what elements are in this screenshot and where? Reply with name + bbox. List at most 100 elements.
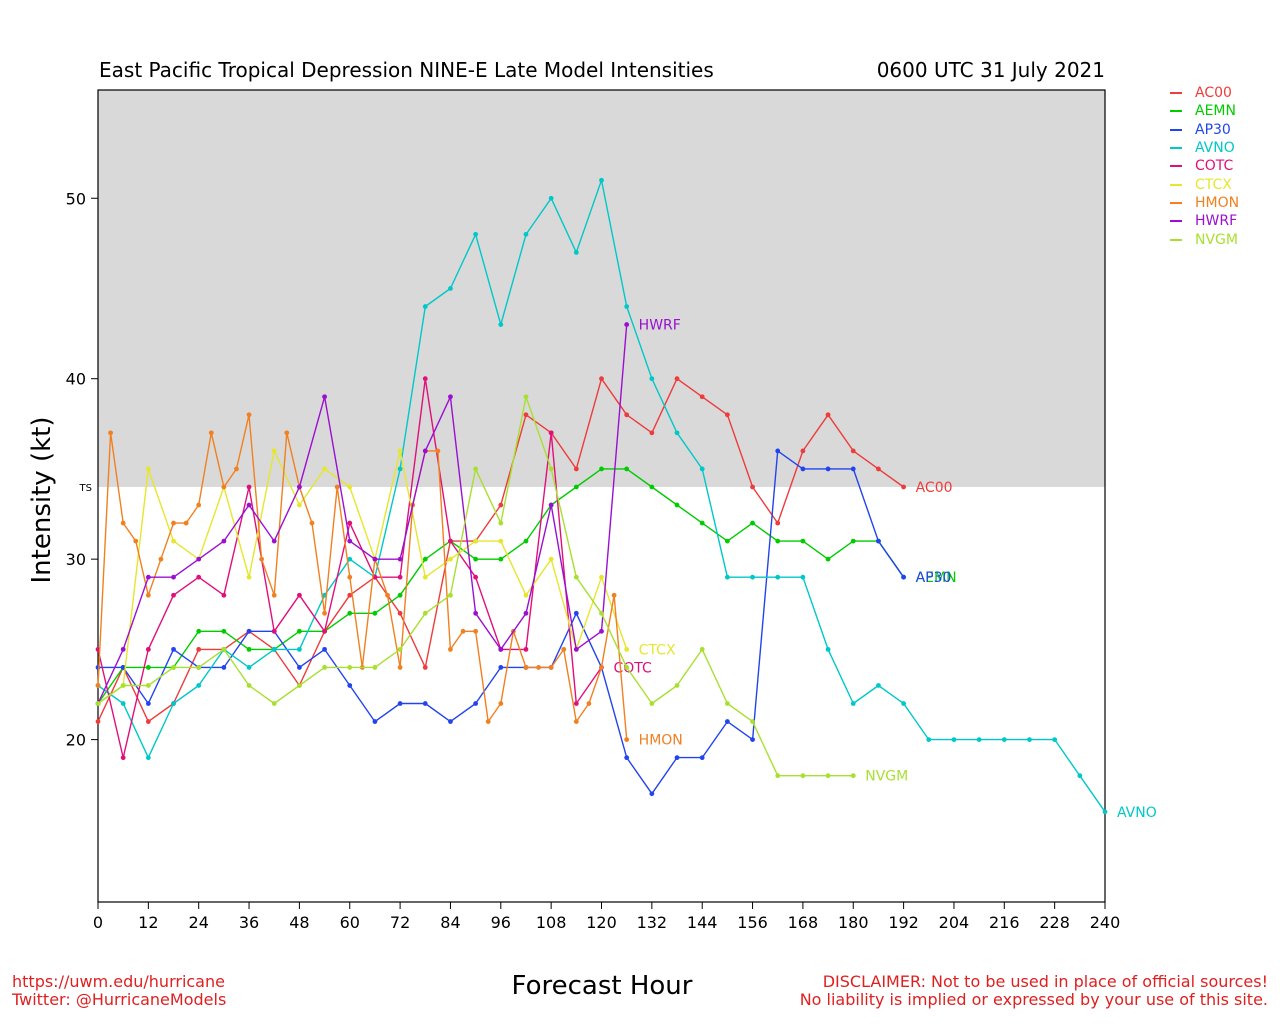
data-point-avno xyxy=(926,737,932,742)
data-point-nvgm xyxy=(674,683,680,688)
data-point-aemn xyxy=(649,484,655,490)
data-point-hmon xyxy=(523,665,529,670)
data-point-hwrf xyxy=(246,502,252,508)
data-point-ctcx xyxy=(548,556,554,562)
data-point-avno xyxy=(297,646,302,652)
x-tick-label-180: 180 xyxy=(838,913,869,932)
data-point-nvgm xyxy=(599,610,604,616)
data-point-nvgm xyxy=(171,665,176,670)
data-point-nvgm xyxy=(498,520,504,526)
data-point-nvgm xyxy=(775,773,781,779)
data-point-hwrf xyxy=(523,610,529,616)
data-point-ac00 xyxy=(422,665,428,670)
data-point-ac00 xyxy=(699,394,705,400)
x-tick-label-228: 228 xyxy=(1039,913,1070,932)
chart-datetime: 0600 UTC 31 July 2021 xyxy=(876,58,1105,82)
series-end-label-hwrf: HWRF xyxy=(639,318,681,334)
data-point-hwrf xyxy=(372,556,378,562)
data-point-hmon xyxy=(271,592,277,598)
data-point-aemn xyxy=(523,538,529,544)
series-end-label-ctcx: CTCX xyxy=(639,642,676,658)
data-point-cotc xyxy=(523,646,529,652)
data-point-hmon xyxy=(435,448,441,454)
data-point-avno xyxy=(750,574,755,580)
x-tick-label-168: 168 xyxy=(788,913,819,932)
data-point-ac00 xyxy=(624,412,630,418)
data-point-ap30 xyxy=(120,665,126,670)
data-point-avno xyxy=(145,755,151,761)
x-tick-label-0: 0 xyxy=(93,913,103,932)
legend-swatch xyxy=(1170,128,1182,131)
data-point-nvgm xyxy=(397,646,403,652)
data-point-nvgm xyxy=(649,701,655,706)
data-point-ac00 xyxy=(750,484,755,490)
data-point-hmon xyxy=(599,665,604,670)
legend-label: NVGM xyxy=(1195,231,1238,248)
data-point-ac00 xyxy=(674,376,680,382)
data-point-hwrf xyxy=(448,394,453,400)
data-point-ap30 xyxy=(901,574,906,580)
x-tick-label-120: 120 xyxy=(586,913,617,932)
data-point-ap30 xyxy=(397,701,403,706)
legend-label: AVNO xyxy=(1195,140,1235,157)
data-point-hmon xyxy=(284,430,290,436)
data-point-avno xyxy=(1001,737,1007,742)
data-point-ctcx xyxy=(422,574,428,580)
legend-item-ctcx: CTCX xyxy=(1170,175,1239,193)
data-point-hmon xyxy=(573,719,579,724)
data-point-avno xyxy=(649,376,655,382)
credit-twitter[interactable]: Twitter: @HurricaneModels xyxy=(12,990,227,1009)
data-point-ap30 xyxy=(347,683,353,688)
data-point-ctcx xyxy=(599,574,604,580)
data-point-hwrf xyxy=(548,502,554,508)
x-tick-label-48: 48 xyxy=(289,913,309,932)
data-point-hmon xyxy=(322,610,327,616)
data-point-ac00 xyxy=(850,448,856,454)
x-tick-label-204: 204 xyxy=(939,913,970,932)
data-point-avno xyxy=(1052,737,1058,742)
data-point-aemn xyxy=(573,484,579,490)
data-point-hwrf xyxy=(573,646,579,652)
data-point-hwrf xyxy=(473,610,479,616)
data-point-nvgm xyxy=(221,646,227,652)
data-point-ctcx xyxy=(523,592,529,598)
data-point-nvgm xyxy=(95,701,101,706)
series-end-label-ac00: AC00 xyxy=(916,480,953,496)
data-point-cotc xyxy=(196,574,202,580)
data-point-nvgm xyxy=(196,665,202,670)
data-point-hmon xyxy=(536,665,541,670)
data-point-ap30 xyxy=(448,719,453,724)
data-point-nvgm xyxy=(724,701,730,706)
data-point-hmon xyxy=(334,484,340,490)
data-point-nvgm xyxy=(548,466,554,472)
legend-swatch xyxy=(1170,147,1182,150)
legend-item-avno: AVNO xyxy=(1170,139,1239,157)
chart-legend: AC00 AEMN AP30 AVNO COTC CTCX HMON HWRF NVGM xyxy=(1170,84,1239,249)
data-point-avno xyxy=(271,646,277,652)
data-point-nvgm xyxy=(448,592,453,598)
legend-swatch xyxy=(1170,238,1182,241)
data-point-aemn xyxy=(145,665,151,670)
data-point-ap30 xyxy=(775,448,781,454)
x-tick-label-132: 132 xyxy=(637,913,668,932)
data-point-hmon xyxy=(561,646,567,652)
data-point-nvgm xyxy=(825,773,831,779)
legend-item-ac00: AC00 xyxy=(1170,84,1239,102)
data-point-ap30 xyxy=(674,755,680,761)
data-point-ctcx xyxy=(498,538,504,544)
legend-swatch xyxy=(1170,220,1182,223)
legend-label: AEMN xyxy=(1195,103,1236,120)
data-point-aemn xyxy=(196,628,202,634)
data-point-nvgm xyxy=(573,574,579,580)
data-point-aemn xyxy=(397,592,403,598)
data-point-cotc xyxy=(171,592,176,598)
y-tick-label-30: 30 xyxy=(66,550,86,569)
data-point-hwrf xyxy=(397,556,403,562)
data-point-hmon xyxy=(246,412,252,418)
credit-url[interactable]: https://uwm.edu/hurricane xyxy=(12,972,225,991)
data-point-cotc xyxy=(145,646,151,652)
data-point-avno xyxy=(196,683,202,688)
data-point-hwrf xyxy=(599,628,604,634)
data-point-aemn xyxy=(422,556,428,562)
data-point-hwrf xyxy=(347,538,353,544)
